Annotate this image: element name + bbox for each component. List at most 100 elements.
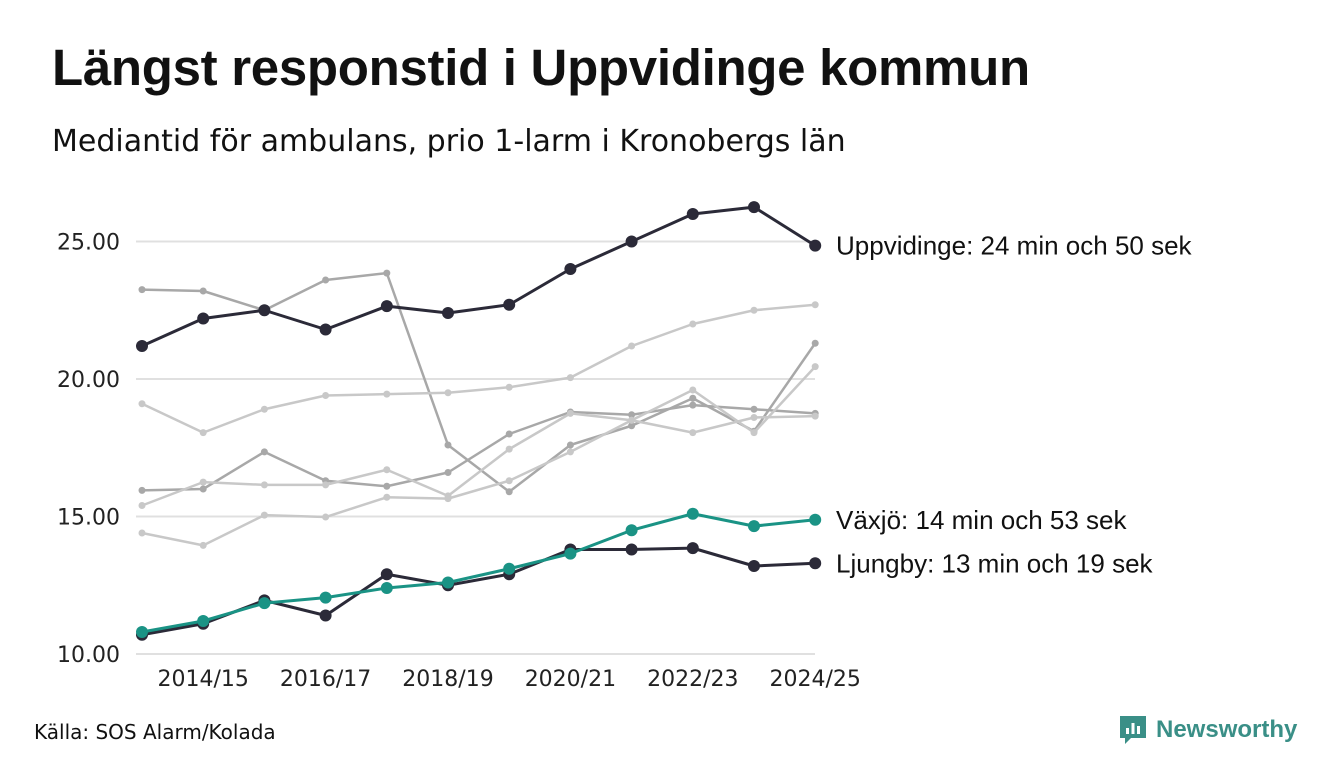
series-line-context-3 (140, 403, 817, 492)
data-point-uppvidinge (564, 263, 577, 275)
data-point-context-2 (566, 374, 574, 382)
data-point-context-2 (505, 383, 513, 391)
data-point-context-4 (505, 445, 513, 453)
data-point-context-5 (138, 529, 146, 537)
brand-logo: Newsworthy (1118, 714, 1297, 746)
data-point-v-xj- (625, 524, 638, 537)
data-point-context-5 (505, 477, 513, 485)
data-point-context-2 (750, 306, 758, 314)
data-point-ljungby (380, 568, 393, 581)
data-point-context-2 (138, 400, 146, 408)
data-point-ljungby (686, 542, 699, 555)
y-tick-label: 25.00 (57, 231, 120, 256)
series-line-context-1 (140, 271, 817, 493)
series-context-2 (138, 301, 819, 437)
data-point-uppvidinge (380, 300, 393, 313)
data-point-uppvidinge (319, 323, 332, 336)
data-point-context-5 (689, 429, 697, 437)
data-point-uppvidinge (503, 298, 516, 311)
data-point-uppvidinge (258, 304, 271, 317)
data-point-context-4 (383, 466, 391, 474)
data-point-context-3 (383, 482, 391, 490)
data-point-uppvidinge (686, 208, 699, 220)
data-point-context-3 (444, 469, 452, 476)
series-line-ljungby (140, 546, 817, 637)
data-point-context-2 (383, 390, 391, 398)
data-point-v-xj- (136, 626, 148, 638)
data-point-context-5 (628, 416, 636, 424)
series-line-v-xj- (140, 512, 817, 634)
data-point-context-4 (689, 386, 697, 394)
gridlines (136, 240, 815, 655)
chart-subtitle: Mediantid för ambulans, prio 1-larm i Kr… (52, 124, 846, 159)
highlight-series (136, 201, 822, 641)
series-line-context-4 (140, 365, 817, 507)
data-point-context-2 (689, 320, 697, 328)
data-point-context-1 (811, 339, 819, 347)
data-point-context-3 (628, 411, 636, 419)
data-point-context-2 (322, 392, 330, 399)
series-context-5 (138, 412, 819, 549)
series-context-4 (138, 363, 819, 509)
x-tick-label: 2024/25 (769, 667, 860, 692)
series-line-context-5 (140, 414, 817, 547)
series-label-uppvidinge: Uppvidinge: 24 min och 50 sek (836, 231, 1193, 261)
data-point-context-1 (322, 276, 330, 284)
data-point-context-3 (260, 448, 268, 456)
series-context-1 (138, 269, 819, 496)
series-label-ljungby: Ljungby: 13 min och 19 sek (836, 548, 1154, 578)
data-point-context-4 (260, 481, 268, 489)
data-point-context-5 (566, 448, 574, 456)
data-point-ljungby (748, 560, 760, 572)
data-point-v-xj- (442, 576, 454, 589)
source-note: Källa: SOS Alarm/Kolada (34, 720, 276, 744)
data-point-ljungby (809, 557, 822, 570)
x-tick-label: 2022/23 (647, 667, 738, 692)
data-point-context-1 (138, 286, 146, 294)
data-point-context-1 (689, 394, 697, 402)
series-label-v-xj-: Växjö: 14 min och 53 sek (836, 505, 1127, 535)
data-point-v-xj- (503, 562, 516, 575)
data-point-context-5 (444, 495, 452, 503)
data-point-v-xj- (748, 520, 760, 533)
data-point-v-xj- (686, 507, 699, 520)
series-ljungby (136, 542, 822, 641)
y-tick-label: 20.00 (57, 368, 120, 393)
series-uppvidinge (136, 201, 822, 352)
data-point-context-5 (199, 541, 207, 549)
data-point-context-2 (444, 389, 452, 397)
data-point-context-1 (628, 422, 636, 430)
data-point-context-1 (383, 269, 391, 277)
data-point-context-4 (138, 502, 146, 509)
data-point-context-1 (444, 441, 452, 449)
data-point-context-2 (260, 405, 268, 413)
newsworthy-logo-icon (1120, 716, 1146, 744)
data-point-context-4 (750, 429, 758, 437)
data-point-context-3 (505, 430, 513, 438)
data-point-ljungby (319, 609, 332, 622)
data-point-context-4 (811, 363, 819, 371)
data-point-context-2 (199, 429, 207, 437)
series-line-uppvidinge (140, 205, 817, 348)
x-tick-label: 2016/17 (280, 667, 371, 692)
context-series (138, 269, 819, 549)
series-line-context-2 (140, 303, 817, 434)
data-point-uppvidinge (442, 307, 454, 319)
data-point-v-xj- (258, 597, 271, 610)
y-tick-label: 10.00 (57, 643, 120, 668)
data-point-context-5 (750, 414, 758, 421)
data-point-v-xj- (809, 513, 822, 526)
data-point-context-5 (322, 513, 330, 521)
data-point-uppvidinge (748, 201, 760, 214)
data-point-context-4 (566, 409, 574, 417)
data-point-v-xj- (564, 547, 577, 560)
data-point-context-2 (811, 301, 819, 309)
x-tick-label: 2018/19 (402, 667, 493, 692)
x-tick-label: 2020/21 (525, 667, 616, 692)
data-point-uppvidinge (809, 239, 822, 252)
data-point-context-1 (505, 488, 513, 496)
series-labels: Uppvidinge: 24 min och 50 sek Ljungby: 13… (836, 231, 1193, 579)
series-context-3 (138, 401, 819, 494)
data-point-context-1 (199, 287, 207, 295)
series-v-xj- (136, 507, 822, 638)
